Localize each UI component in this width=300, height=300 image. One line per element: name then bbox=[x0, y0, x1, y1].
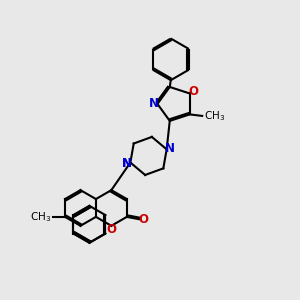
Text: N: N bbox=[149, 97, 159, 110]
Text: O: O bbox=[106, 223, 116, 236]
Text: CH$_3$: CH$_3$ bbox=[204, 109, 225, 123]
Text: O: O bbox=[138, 213, 148, 226]
Text: CH$_3$: CH$_3$ bbox=[30, 210, 51, 224]
Text: O: O bbox=[188, 85, 198, 98]
Text: N: N bbox=[122, 157, 132, 169]
Text: N: N bbox=[165, 142, 175, 154]
Text: N: N bbox=[122, 157, 132, 169]
